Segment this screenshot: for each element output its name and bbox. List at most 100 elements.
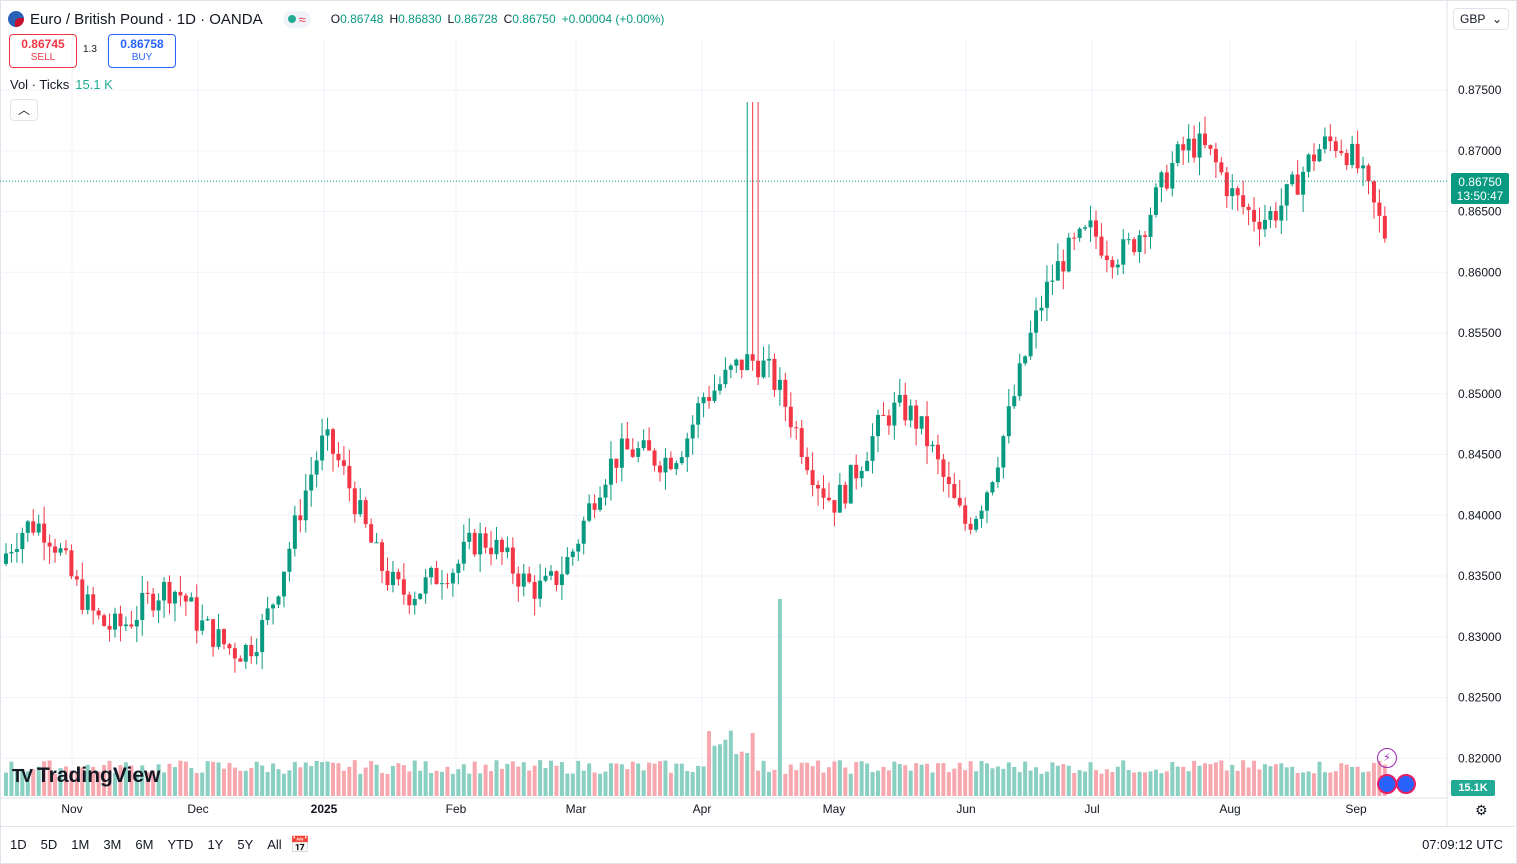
volume-bar	[543, 768, 548, 796]
range-button-5d[interactable]: 5D	[40, 837, 58, 852]
volume-bar	[1143, 772, 1148, 796]
volume-bar	[341, 770, 346, 796]
candle-body	[783, 379, 788, 407]
volume-label: Vol · Ticks	[10, 77, 70, 92]
candle-body	[1355, 143, 1360, 169]
candle-body	[1126, 239, 1131, 241]
candle-body	[832, 500, 837, 513]
ohlc-item: +0.00004 (+0.00%)	[562, 12, 665, 26]
candle-body	[979, 510, 984, 519]
candle-body	[619, 438, 624, 468]
symbol-title[interactable]: Euro / British Pound · 1D · OANDA	[30, 10, 263, 28]
clock-time[interactable]: 07:09:12 UTC	[1422, 837, 1503, 852]
candle-body	[396, 571, 401, 580]
candle-body	[162, 581, 167, 601]
volume-bar	[1083, 771, 1088, 796]
candle-body	[412, 598, 417, 606]
range-button-6m[interactable]: 6M	[135, 837, 154, 852]
y-tick-label: 0.83500	[1458, 569, 1502, 583]
collapse-button[interactable]: ︿	[10, 99, 38, 121]
candle-body	[211, 619, 216, 647]
volume-bar	[848, 773, 853, 796]
range-button-3m[interactable]: 3M	[103, 837, 122, 852]
volume-bar	[369, 761, 374, 796]
candle-body	[1208, 145, 1213, 149]
volume-bar	[821, 772, 826, 796]
sell-button[interactable]: 0.86745 SELL	[9, 34, 77, 68]
volume-bar	[1252, 760, 1257, 796]
volume-bar	[167, 763, 172, 796]
candle-body	[505, 547, 510, 553]
volume-bar	[499, 768, 504, 796]
volume-bar	[636, 763, 641, 796]
volume-bar	[314, 760, 319, 796]
y-tick-label: 0.85500	[1458, 326, 1502, 340]
logo-text: TradingView	[37, 764, 161, 787]
range-button-ytd[interactable]: YTD	[167, 837, 194, 852]
candle-body	[358, 500, 363, 515]
x-tick-label: Sep	[1345, 802, 1367, 816]
candle-body	[1175, 144, 1180, 163]
range-button-1d[interactable]: 1D	[10, 837, 27, 852]
volume-bar	[113, 772, 117, 796]
candle-body	[156, 600, 161, 611]
volume-bar	[1279, 763, 1284, 796]
candle-body	[1203, 133, 1207, 146]
volume-bar	[843, 767, 848, 796]
tradingview-logo[interactable]: TV TradingView	[12, 764, 160, 788]
y-tick-label: 0.84500	[1458, 448, 1502, 462]
volume-bar	[80, 767, 85, 796]
volume-bar	[1306, 771, 1311, 796]
candle-body	[461, 541, 466, 564]
volume-legend[interactable]: Vol · Ticks 15.1 K	[10, 77, 113, 92]
x-tick-label: Mar	[566, 802, 587, 816]
currency-select[interactable]: GBP ⌄	[1453, 8, 1509, 30]
candle-body	[1066, 237, 1071, 272]
event-flag-icon[interactable]	[1377, 774, 1397, 794]
volume-bar	[1072, 773, 1077, 796]
candle-body	[390, 571, 395, 586]
range-button-5y[interactable]: 5Y	[237, 837, 254, 852]
volume-bar	[750, 733, 755, 796]
candle-body	[450, 572, 455, 584]
tv-logo-icon: TV	[12, 765, 33, 786]
volume-bar	[118, 765, 123, 796]
volume-bar	[739, 751, 744, 796]
volume-value: 15.1 K	[75, 77, 113, 92]
candle-body	[843, 484, 848, 504]
candle-body	[538, 580, 543, 599]
settings-icon[interactable]: ⚙	[1475, 802, 1488, 818]
candle-body	[85, 594, 90, 610]
candle-body	[314, 460, 319, 475]
volume-bar	[412, 760, 417, 796]
candle-body	[985, 492, 989, 511]
volume-bar	[276, 769, 281, 796]
market-status[interactable]: ≈	[282, 10, 311, 28]
spread-value: 1.3	[83, 44, 97, 55]
candle-body	[876, 414, 880, 437]
candle-body	[47, 542, 52, 547]
buy-button[interactable]: 0.86758 BUY	[108, 34, 176, 68]
candle-body	[941, 459, 946, 477]
candle-body	[271, 604, 276, 609]
event-flag-icon[interactable]	[1396, 774, 1416, 794]
candle-body	[668, 457, 673, 470]
volume-bar	[925, 763, 930, 796]
range-button-all[interactable]: All	[267, 837, 282, 852]
y-tick-label: 0.83000	[1458, 630, 1502, 644]
range-button-1y[interactable]: 1Y	[207, 837, 224, 852]
candle-body	[1246, 206, 1251, 210]
candle-body	[1224, 172, 1229, 197]
candle-body	[1301, 171, 1306, 195]
candle-body	[145, 592, 150, 594]
candle-body	[36, 523, 41, 533]
y-tick-label: 0.84000	[1458, 508, 1502, 522]
lightning-icon[interactable]: ⚡	[1377, 748, 1397, 768]
candle-body	[881, 414, 886, 416]
calendar-icon[interactable]: 📅	[290, 837, 310, 854]
volume-bar	[265, 772, 270, 796]
range-button-1m[interactable]: 1M	[71, 837, 90, 852]
volume-bar	[1203, 763, 1207, 796]
volume-bar	[1371, 762, 1376, 796]
